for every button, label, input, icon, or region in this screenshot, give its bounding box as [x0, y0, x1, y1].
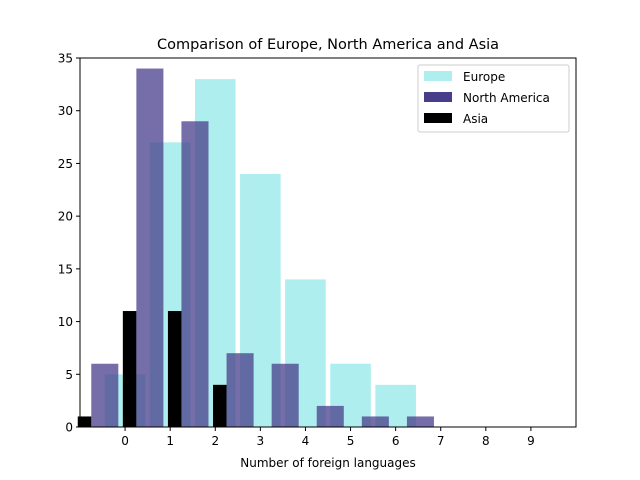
x-axis: 0 1 2 3 4 5 6 7 8 9 [121, 427, 535, 448]
bar-asia-0 [77, 416, 92, 427]
x-tick-label: 7 [437, 434, 445, 448]
bar-north-america-6 [361, 416, 389, 427]
legend-swatch-europe [424, 71, 452, 81]
legend-label-asia: Asia [463, 112, 488, 126]
bar-north-america-5 [316, 405, 344, 427]
legend-swatch-asia [424, 113, 452, 123]
bars-layer [77, 68, 434, 427]
y-tick-label: 0 [65, 421, 73, 435]
y-tick-label: 5 [65, 368, 73, 382]
x-tick-label: 0 [121, 434, 129, 448]
y-tick-label: 20 [58, 210, 73, 224]
y-tick-label: 35 [58, 52, 73, 66]
x-tick-label: 1 [166, 434, 174, 448]
x-tick-label: 8 [482, 434, 490, 448]
legend-label-europe: Europe [463, 70, 505, 84]
legend-frame [417, 64, 570, 133]
y-tick-label: 25 [58, 157, 73, 171]
legend: Europe North America Asia [417, 64, 570, 133]
y-tick-label: 30 [58, 104, 73, 118]
x-tick-label: 3 [257, 434, 265, 448]
bar-north-america-0 [91, 363, 119, 427]
x-tick-label: 9 [527, 434, 535, 448]
bar-north-america-4 [271, 363, 299, 427]
x-tick-label: 2 [211, 434, 219, 448]
bar-north-america-1 [136, 68, 164, 427]
x-axis-label: Number of foreign languages [240, 456, 416, 470]
legend-label-north-america: North America [463, 91, 550, 105]
bar-asia-2 [167, 311, 182, 427]
x-tick-label: 6 [392, 434, 400, 448]
bar-asia-1 [122, 311, 137, 427]
y-tick-label: 10 [58, 315, 73, 329]
plot-frame [79, 57, 577, 428]
legend-swatch-north-america [424, 92, 452, 102]
x-tick-label: 4 [302, 434, 310, 448]
bar-asia-3 [213, 384, 227, 427]
y-axis: 0 5 10 15 20 25 30 35 [58, 52, 80, 435]
chart-title: Comparison of Europe, North America and … [157, 37, 499, 53]
bar-north-america-7 [406, 416, 434, 427]
bar-north-america-3 [226, 353, 254, 427]
x-tick-label: 5 [347, 434, 355, 448]
bar-north-america-2 [181, 121, 209, 427]
y-tick-label: 15 [58, 262, 73, 276]
